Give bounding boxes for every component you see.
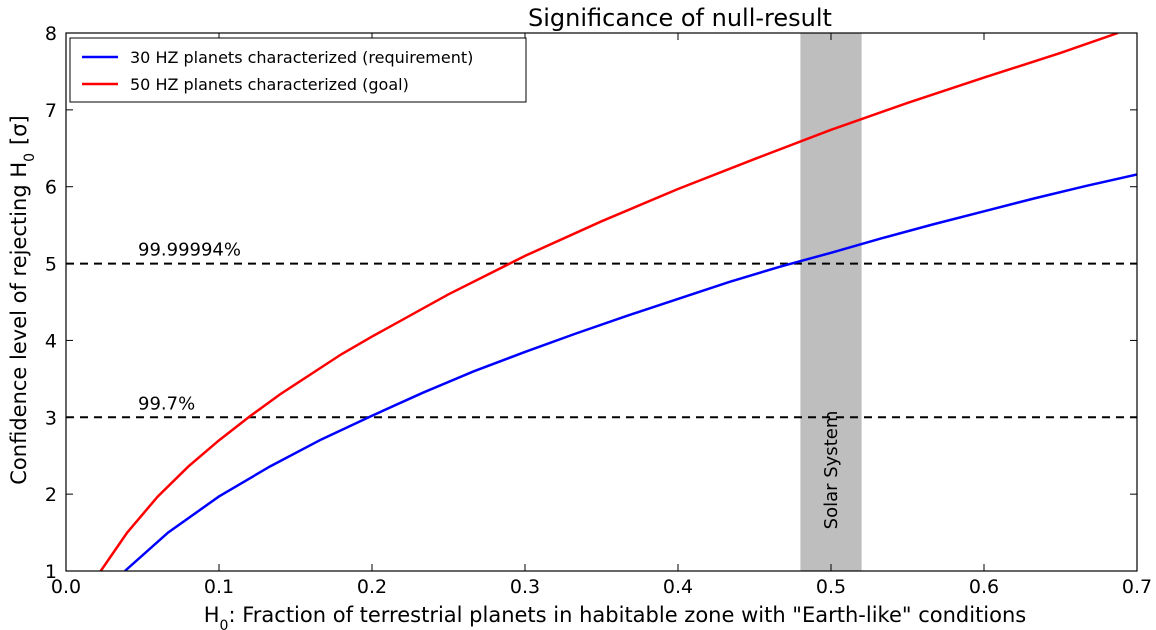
chart-title: Significance of null-result [528, 4, 832, 32]
y-axis-label-unit: [σ] [7, 115, 31, 145]
y-tick-label: 5 [45, 254, 57, 276]
x-tick-label: 0.1 [204, 576, 234, 598]
y-axis-label-main: Confidence level of rejecting H [7, 162, 31, 485]
y-tick-label: 7 [45, 100, 57, 122]
plot-frame [65, 32, 1138, 572]
reference-label-3: 99.7% [138, 393, 195, 414]
y-tick-label: 6 [45, 177, 57, 199]
plot-area: Solar System 99.99994% 99.7% 0.0 0.1 0.2 0.3 0.… [45, 23, 1152, 598]
legend-box [69, 37, 527, 103]
x-tick-label: 0.5 [816, 576, 846, 598]
series-line-0 [124, 173, 1137, 571]
series-line-1 [99, 33, 1119, 571]
y-axis-label: Confidence level of rejecting H0 [σ] [7, 115, 38, 484]
x-axis-label-main: H [204, 603, 220, 627]
y-tick-label: 8 [45, 23, 57, 45]
solar-system-label: Solar System [821, 411, 842, 530]
y-tick-label: 4 [45, 330, 57, 352]
x-tick-label: 0.4 [663, 576, 693, 598]
y-tick-label: 2 [45, 484, 57, 506]
y-axis-label-subscript: 0 [22, 153, 38, 162]
x-axis-label-subscript: 0 [220, 618, 229, 630]
x-tick-label: 0.3 [510, 576, 540, 598]
x-tick-label: 0.7 [1122, 576, 1152, 598]
legend-entry: 50 HZ planets characterized (goal) [130, 75, 409, 94]
reference-label-5: 99.99994% [138, 240, 241, 261]
x-axis-label: H0: Fraction of terrestrial planets in h… [204, 603, 1026, 630]
x-tick-label: 0.6 [969, 576, 999, 598]
x-tick-label: 0.2 [357, 576, 387, 598]
y-tick-label: 3 [45, 407, 57, 429]
legend-entry: 30 HZ planets characterized (requirement… [130, 48, 473, 67]
x-tick-label: 0.0 [51, 576, 81, 598]
x-axis-label-rest: : Fraction of terrestrial planets in hab… [228, 603, 1026, 627]
y-tick-label: 1 [45, 561, 57, 583]
